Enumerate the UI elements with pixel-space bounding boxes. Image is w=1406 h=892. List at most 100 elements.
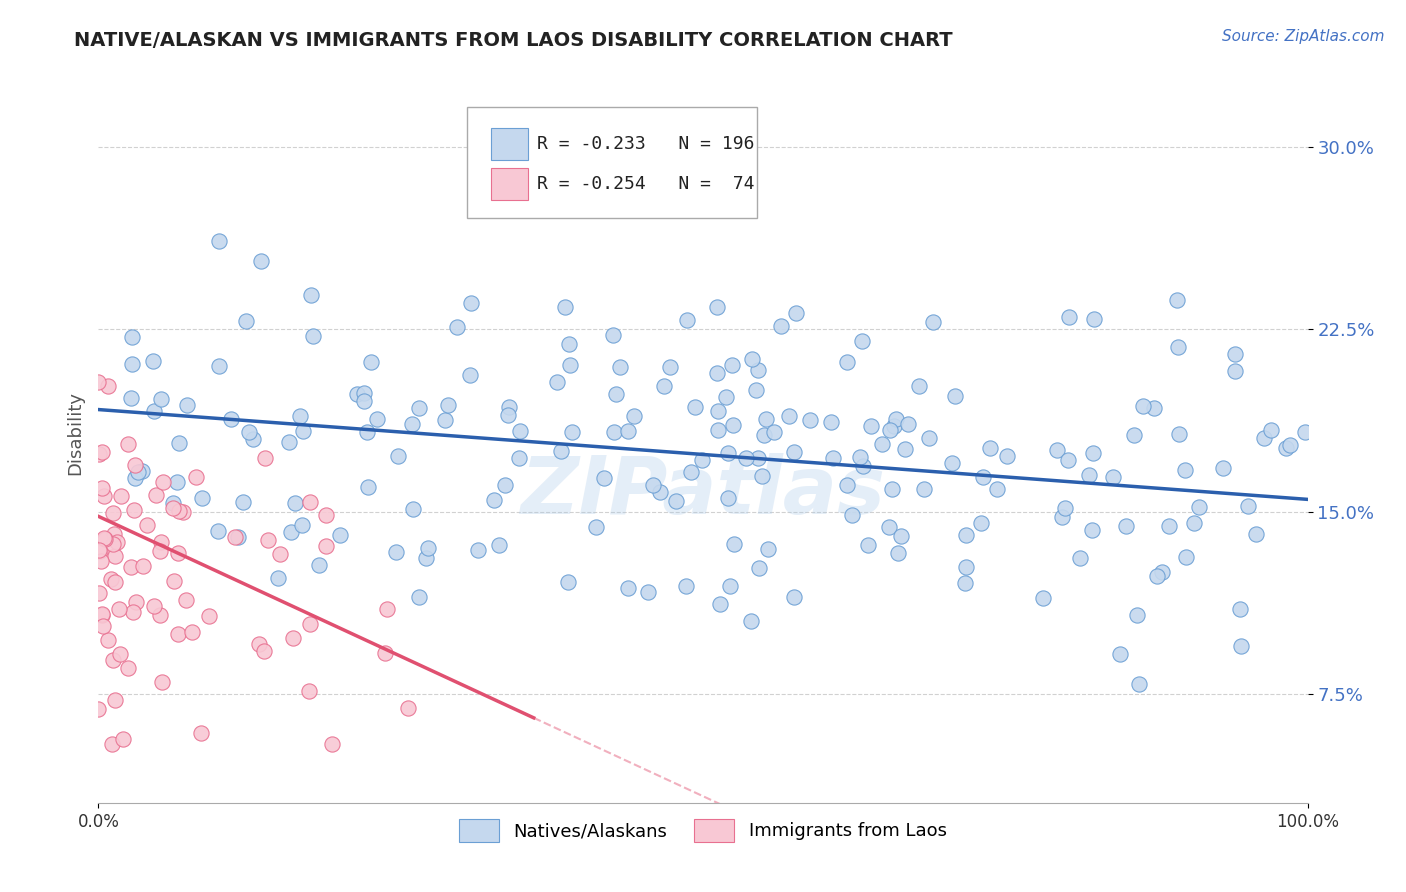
Point xyxy=(101,653,124,667)
Point xyxy=(1166,293,1188,307)
Point xyxy=(763,425,786,440)
Point xyxy=(436,398,458,412)
Text: R = -0.254   N =  74: R = -0.254 N = 74 xyxy=(537,175,755,193)
Point xyxy=(269,547,291,561)
Point xyxy=(145,488,167,502)
Point xyxy=(174,593,197,607)
Point xyxy=(1294,425,1316,439)
Point xyxy=(91,481,114,495)
Point xyxy=(941,456,963,470)
Point xyxy=(321,737,343,751)
Point xyxy=(302,329,325,343)
Point xyxy=(884,412,907,426)
Point xyxy=(747,450,769,465)
Point xyxy=(135,517,157,532)
Point xyxy=(446,319,468,334)
Point xyxy=(87,542,110,557)
Point xyxy=(111,732,134,747)
Point xyxy=(93,490,115,504)
Point xyxy=(955,528,977,542)
Point xyxy=(740,614,762,628)
Point xyxy=(122,503,145,517)
Point xyxy=(131,463,153,477)
Point xyxy=(717,491,740,505)
Point xyxy=(460,296,482,310)
Point xyxy=(1081,523,1104,537)
Point xyxy=(716,390,738,404)
Point xyxy=(912,482,935,496)
Point xyxy=(585,520,607,534)
Point xyxy=(104,549,127,564)
Point xyxy=(162,496,184,510)
Legend: Natives/Alaskans, Immigrants from Laos: Natives/Alaskans, Immigrants from Laos xyxy=(453,812,953,849)
Point xyxy=(557,575,579,590)
Point xyxy=(1182,516,1205,530)
Point xyxy=(706,423,728,437)
Point xyxy=(555,189,578,203)
Point xyxy=(676,313,699,327)
Point xyxy=(748,561,770,575)
Point xyxy=(1032,591,1054,605)
Point xyxy=(385,545,408,559)
Point xyxy=(374,647,396,661)
Point xyxy=(744,383,766,397)
Point xyxy=(852,458,875,473)
Point xyxy=(770,318,793,333)
Point xyxy=(508,451,530,466)
Point xyxy=(353,386,375,401)
Point xyxy=(1175,549,1198,564)
Point xyxy=(150,534,173,549)
Point xyxy=(1045,443,1067,458)
Point xyxy=(110,647,132,661)
Point xyxy=(253,644,276,658)
Point xyxy=(955,560,977,574)
Point xyxy=(1069,551,1091,566)
Point xyxy=(360,355,382,369)
Point xyxy=(149,544,172,558)
Point xyxy=(166,475,188,490)
Point xyxy=(467,542,489,557)
Point xyxy=(299,287,322,301)
Point xyxy=(1053,500,1076,515)
Point xyxy=(280,524,302,539)
Point xyxy=(357,480,380,494)
Point xyxy=(132,558,155,573)
Point xyxy=(1050,510,1073,524)
Point xyxy=(208,359,231,374)
Point xyxy=(1212,461,1234,475)
Point xyxy=(125,595,148,609)
Point xyxy=(908,378,931,392)
Point xyxy=(142,404,165,418)
Point xyxy=(1237,499,1260,513)
Point xyxy=(859,419,882,434)
Point xyxy=(142,599,165,613)
Point xyxy=(375,602,398,616)
Point xyxy=(408,401,430,415)
Point xyxy=(353,394,375,409)
Point xyxy=(198,608,221,623)
Point xyxy=(1230,639,1253,653)
Point xyxy=(756,542,779,557)
Point xyxy=(557,336,579,351)
Point xyxy=(1167,339,1189,353)
Point xyxy=(290,409,312,423)
Point xyxy=(1132,399,1154,413)
Point xyxy=(104,693,127,707)
Point xyxy=(402,502,425,516)
Point xyxy=(1128,677,1150,691)
Point xyxy=(709,597,731,611)
Point xyxy=(1223,364,1246,378)
Point xyxy=(387,450,409,464)
Point xyxy=(617,581,640,595)
Point xyxy=(416,541,439,556)
Point xyxy=(970,516,993,531)
Point xyxy=(191,491,214,505)
Point xyxy=(396,701,419,715)
Point xyxy=(887,546,910,560)
Point xyxy=(127,465,149,479)
Point xyxy=(247,637,270,651)
Point xyxy=(249,253,271,268)
Point xyxy=(152,475,174,490)
Point xyxy=(172,505,194,519)
Point xyxy=(734,450,756,465)
